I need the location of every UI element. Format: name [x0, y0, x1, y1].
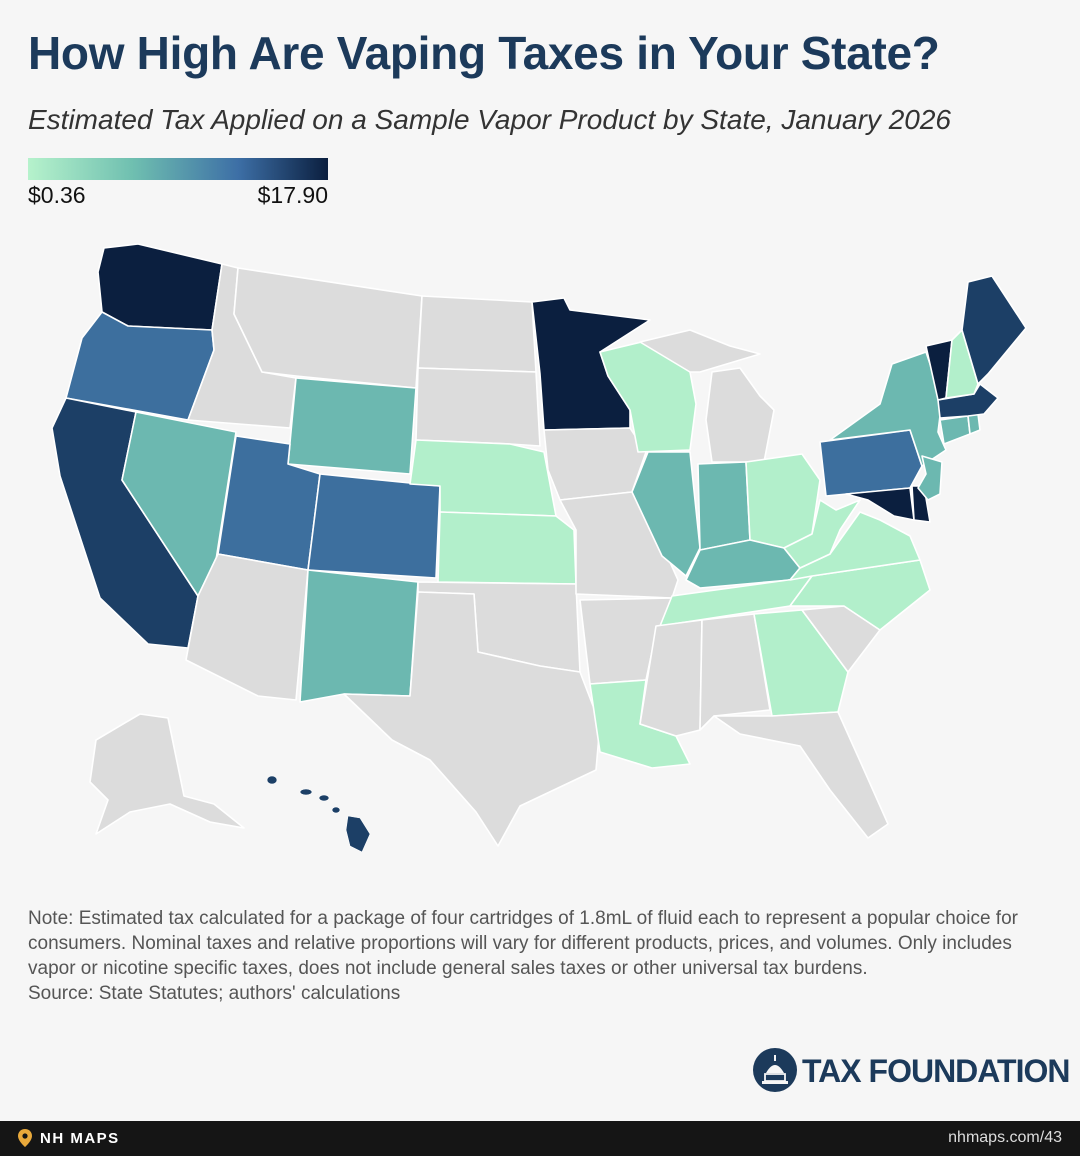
page-subtitle: Estimated Tax Applied on a Sample Vapor … [28, 104, 952, 135]
state-wy[interactable] [287, 377, 417, 475]
footer-brand-label: NH MAPS [40, 1129, 120, 1147]
capitol-dome-icon [753, 1048, 797, 1092]
page-title: How High Are Vaping Taxes in Your State? [28, 27, 940, 79]
footer-bar: NH MAPS nhmaps.com/43 [0, 1121, 1080, 1156]
state-ia[interactable] [543, 427, 647, 501]
source-text: Source: State Statutes; authors' calcula… [28, 983, 401, 1004]
state-in[interactable] [697, 461, 751, 551]
state-nj[interactable] [917, 455, 943, 501]
note-text: Note: Estimated tax calculated for a pac… [28, 908, 1018, 979]
state-nh[interactable] [945, 329, 979, 399]
legend-gradient-bar [28, 158, 328, 180]
color-legend: $0.36 $17.90 [28, 158, 328, 208]
us-state-map [51, 243, 1027, 853]
state-ms[interactable] [639, 619, 703, 737]
state-mi-upper[interactable] [639, 329, 761, 373]
state-me[interactable] [961, 275, 1027, 385]
state-nd[interactable] [417, 295, 537, 373]
legend-max-label: $17.90 [257, 182, 328, 208]
state-al[interactable] [699, 613, 771, 731]
state-ri[interactable] [967, 413, 981, 435]
state-mi[interactable] [705, 367, 775, 463]
state-ct[interactable] [939, 415, 971, 445]
state-sd[interactable] [415, 367, 541, 447]
state-mt[interactable] [233, 267, 423, 389]
note-block: Note: Estimated tax calculated for a pac… [28, 906, 1052, 1006]
legend-min-label: $0.36 [28, 182, 86, 208]
state-wa[interactable] [97, 243, 223, 331]
state-oh[interactable] [745, 453, 821, 549]
state-fl[interactable] [713, 711, 889, 839]
brand-name: TAX FOUNDATION [802, 1053, 1070, 1089]
state-co[interactable] [307, 473, 441, 579]
state-ak[interactable] [89, 713, 245, 835]
state-tx[interactable] [343, 591, 601, 847]
state-nm[interactable] [299, 569, 419, 703]
state-ga[interactable] [753, 609, 849, 717]
state-md[interactable] [845, 487, 915, 521]
footer-url[interactable]: nhmaps.com/43 [948, 1129, 1062, 1146]
brand-logo: TAX FOUNDATION [752, 1047, 1070, 1093]
state-wv[interactable] [783, 499, 861, 569]
state-hi[interactable] [266, 775, 371, 853]
state-il[interactable] [631, 451, 701, 577]
footer-brand[interactable]: NH MAPS [18, 1129, 120, 1147]
state-ks[interactable] [437, 511, 577, 585]
location-pin-icon [18, 1129, 32, 1147]
